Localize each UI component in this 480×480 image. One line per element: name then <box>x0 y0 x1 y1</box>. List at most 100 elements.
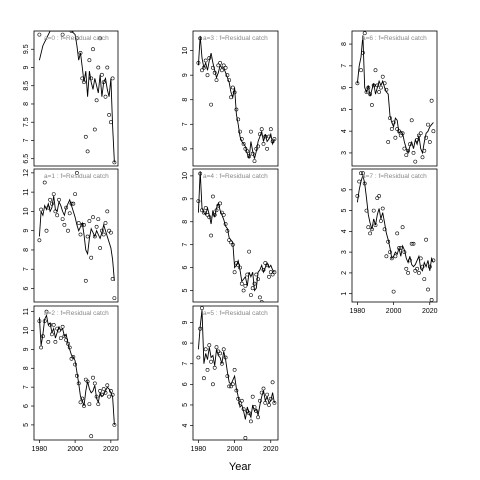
data-point <box>203 206 208 210</box>
y-tick-label: 5 <box>182 288 189 292</box>
data-point <box>205 367 210 372</box>
data-point <box>272 400 277 405</box>
data-point <box>67 345 72 350</box>
x-tick-label: 2000 <box>67 446 83 453</box>
data-point <box>82 404 86 408</box>
data-point <box>241 141 246 146</box>
data-point <box>380 74 385 79</box>
data-point <box>418 131 423 136</box>
data-point <box>57 197 61 202</box>
data-point <box>100 392 104 397</box>
data-point <box>58 336 63 341</box>
data-point <box>53 339 58 344</box>
data-point <box>424 237 429 242</box>
data-point <box>207 56 212 60</box>
data-point <box>57 328 61 333</box>
data-point <box>238 265 242 270</box>
data-point <box>82 80 86 85</box>
data-point <box>69 201 74 206</box>
data-point <box>261 141 266 146</box>
data-point <box>263 134 268 139</box>
data-point <box>257 295 262 300</box>
data-point <box>409 241 414 246</box>
panel-title: a=7 : f=Residual catch <box>362 173 427 180</box>
data-point <box>196 61 201 65</box>
data-point <box>87 58 92 63</box>
data-point <box>83 134 88 139</box>
data-point <box>243 435 248 440</box>
data-point <box>37 319 42 324</box>
data-point <box>214 208 219 213</box>
data-point <box>389 256 394 261</box>
y-tick-label: 6 <box>341 86 348 90</box>
data-point <box>91 375 95 380</box>
data-point <box>216 203 221 208</box>
data-point <box>71 201 76 206</box>
data-point <box>46 205 51 210</box>
data-point <box>48 322 53 327</box>
panel-plot-area <box>37 170 117 301</box>
data-point <box>51 322 56 327</box>
data-point <box>418 256 423 261</box>
data-point <box>272 137 277 141</box>
data-point <box>267 134 271 139</box>
data-point <box>389 127 394 131</box>
data-point <box>96 402 101 407</box>
data-point <box>227 238 232 243</box>
data-point <box>250 151 255 156</box>
data-point <box>112 422 117 427</box>
panel-title: a=2 : f=Residual catch <box>44 310 109 317</box>
data-point <box>60 324 65 329</box>
data-point <box>377 194 382 198</box>
data-point <box>78 51 83 55</box>
data-point <box>415 266 420 271</box>
data-point <box>198 171 203 176</box>
data-point <box>223 355 228 360</box>
x-tick-label: 1980 <box>191 446 207 453</box>
data-point <box>407 258 412 263</box>
data-point <box>229 95 233 100</box>
data-point <box>110 76 115 81</box>
data-point <box>87 402 92 407</box>
y-tick-label: 8 <box>23 366 30 370</box>
data-point <box>91 215 95 220</box>
y-tick-label: 4 <box>341 129 348 133</box>
data-point <box>96 217 101 222</box>
data-point <box>252 159 257 164</box>
data-point <box>268 270 273 275</box>
data-point <box>103 221 108 225</box>
data-point <box>85 234 90 239</box>
data-point <box>42 319 47 324</box>
data-point <box>404 153 409 158</box>
data-point <box>261 267 266 272</box>
data-point <box>66 341 70 346</box>
y-tick-label: 6 <box>182 147 189 151</box>
data-point <box>259 127 264 132</box>
data-point <box>236 396 241 401</box>
panel-frame <box>33 30 119 167</box>
data-point <box>429 98 434 103</box>
data-point <box>257 132 262 137</box>
y-tick-label: 8 <box>23 102 30 106</box>
panel-title: a=0 : f=Residual catch <box>44 35 109 42</box>
data-point <box>94 224 99 229</box>
panel-4: 5 6 7 8 9 10 a=4 : f=Residual catch <box>182 168 279 303</box>
data-point <box>42 180 47 185</box>
panel-title: a=5 : f=Residual catch <box>203 310 268 317</box>
data-point <box>62 334 67 339</box>
data-point <box>422 148 427 153</box>
y-tick-label: 2 <box>341 271 348 275</box>
y-tick-label: 5 <box>341 107 348 111</box>
data-point <box>216 63 221 68</box>
data-point <box>234 388 239 393</box>
data-point <box>366 225 371 230</box>
series-line <box>38 195 115 281</box>
data-point <box>270 272 275 277</box>
data-point <box>230 85 235 90</box>
data-point <box>362 181 367 186</box>
series-line <box>356 35 434 155</box>
data-point <box>105 209 110 214</box>
data-point <box>39 345 44 350</box>
data-point <box>201 210 206 215</box>
